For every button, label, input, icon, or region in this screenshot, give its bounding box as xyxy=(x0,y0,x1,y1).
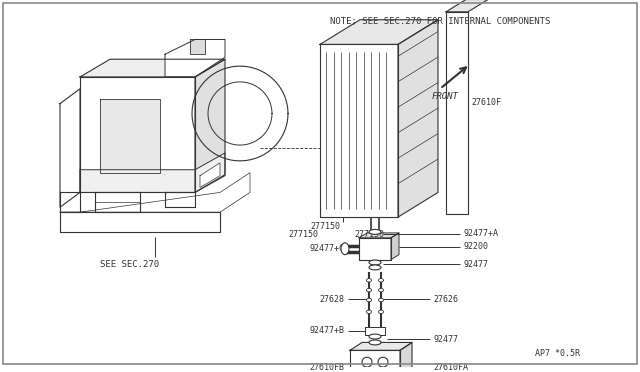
Ellipse shape xyxy=(367,310,371,314)
Ellipse shape xyxy=(367,288,371,292)
Polygon shape xyxy=(320,44,398,217)
Polygon shape xyxy=(80,77,195,192)
Polygon shape xyxy=(60,192,80,212)
Text: 92477+A: 92477+A xyxy=(463,230,498,238)
Text: 277150: 277150 xyxy=(354,230,384,239)
Polygon shape xyxy=(165,39,225,77)
Polygon shape xyxy=(60,173,250,212)
Text: 92200: 92200 xyxy=(463,242,488,251)
Ellipse shape xyxy=(369,334,381,339)
Text: 27610FA: 27610FA xyxy=(433,363,468,372)
Polygon shape xyxy=(350,350,400,372)
Ellipse shape xyxy=(369,265,381,270)
Polygon shape xyxy=(195,59,225,192)
Polygon shape xyxy=(398,20,438,217)
Polygon shape xyxy=(200,163,220,187)
Polygon shape xyxy=(60,212,220,232)
Polygon shape xyxy=(190,39,205,54)
Polygon shape xyxy=(80,59,225,77)
Circle shape xyxy=(362,357,372,367)
Text: AP7 *0.5R: AP7 *0.5R xyxy=(535,349,580,358)
Polygon shape xyxy=(350,343,412,350)
Ellipse shape xyxy=(378,310,383,314)
Text: 92477: 92477 xyxy=(463,260,488,269)
Polygon shape xyxy=(60,89,80,207)
Polygon shape xyxy=(359,238,391,260)
Text: 27626: 27626 xyxy=(433,295,458,304)
Polygon shape xyxy=(165,192,195,207)
Polygon shape xyxy=(391,233,399,260)
Text: 92477+B: 92477+B xyxy=(309,326,344,335)
Ellipse shape xyxy=(367,298,371,302)
Polygon shape xyxy=(192,66,288,161)
Polygon shape xyxy=(100,99,160,173)
Text: 277150: 277150 xyxy=(310,222,340,231)
Ellipse shape xyxy=(378,279,383,282)
Polygon shape xyxy=(400,343,412,372)
Ellipse shape xyxy=(369,340,381,345)
Ellipse shape xyxy=(369,230,381,234)
Text: SEE SEC.270: SEE SEC.270 xyxy=(100,260,159,269)
Polygon shape xyxy=(365,327,385,334)
Ellipse shape xyxy=(378,298,383,302)
Polygon shape xyxy=(320,20,438,44)
Polygon shape xyxy=(80,153,225,192)
Ellipse shape xyxy=(341,243,349,254)
Text: 27610FB: 27610FB xyxy=(309,363,344,372)
Ellipse shape xyxy=(369,260,381,265)
Text: 277150: 277150 xyxy=(288,230,318,239)
Text: 92477: 92477 xyxy=(433,335,458,344)
Polygon shape xyxy=(95,192,140,212)
Text: FRONT: FRONT xyxy=(432,92,459,101)
Text: 27628: 27628 xyxy=(319,295,344,304)
Text: 92477+C: 92477+C xyxy=(309,244,344,253)
Polygon shape xyxy=(446,12,468,214)
Circle shape xyxy=(378,357,388,367)
Text: 27610F: 27610F xyxy=(471,98,501,108)
Ellipse shape xyxy=(367,279,371,282)
Text: NOTE; SEE SEC.270 FOR INTERNAL COMPONENTS: NOTE; SEE SEC.270 FOR INTERNAL COMPONENT… xyxy=(330,17,550,26)
Polygon shape xyxy=(446,0,488,12)
Ellipse shape xyxy=(378,288,383,292)
Polygon shape xyxy=(359,233,399,238)
